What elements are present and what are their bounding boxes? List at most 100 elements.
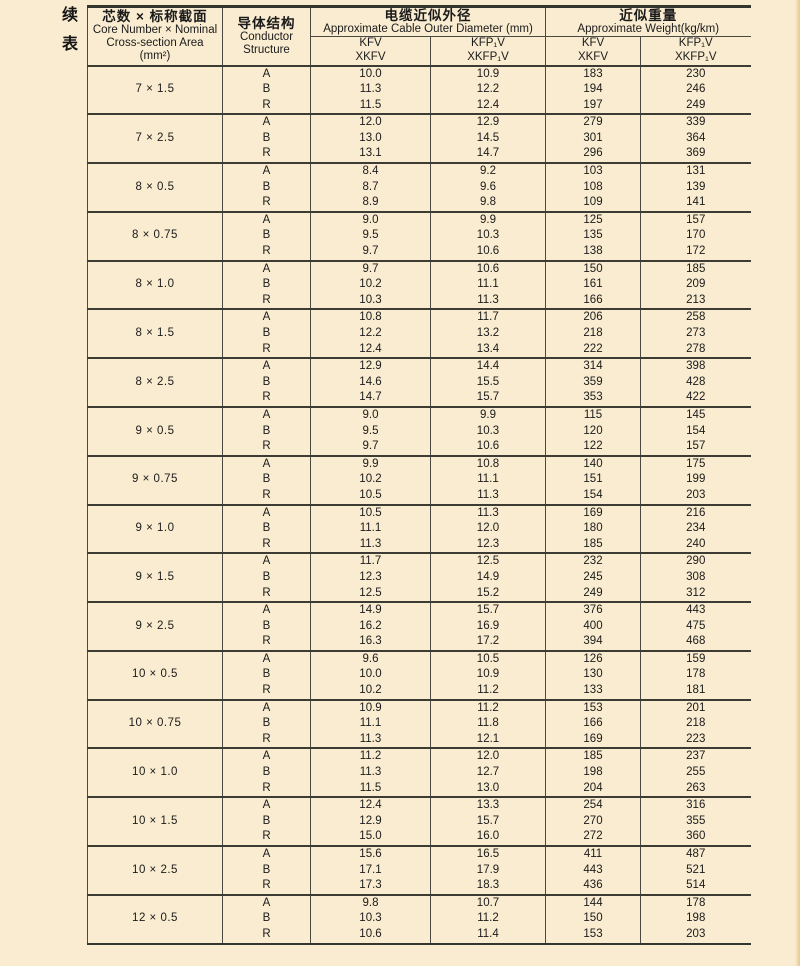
- weight-kfp1v-cell: 230: [640, 64, 751, 83]
- weight-kfp1v-cell: 199: [686, 473, 706, 486]
- header-diameter-kfp1v: KFP₁V XKFP₁V: [430, 36, 546, 67]
- table-row: 10 × 1.0 A 11.2 12.0 185 237: [87, 747, 751, 798]
- diameter-kfp1v-cell: 12.5: [430, 552, 546, 570]
- weight-kfv-cell: 197: [545, 97, 641, 115]
- conductor-structure-cell: A: [222, 454, 311, 473]
- weight-kfv-cell: 185: [545, 747, 641, 766]
- table-row: B 8.7 9.6 108 139: [88, 179, 751, 196]
- diameter-kfp1v-cell: 10.8: [430, 454, 546, 473]
- weight-kfp1v-cell: 514: [686, 879, 706, 892]
- weight-kfv-cell: 185: [545, 536, 641, 554]
- conductor-structure-cell: B: [222, 374, 311, 391]
- diameter-kfp1v-cell: 12.0: [430, 747, 546, 766]
- header-conductor-en-line1: Conductor: [239, 30, 294, 43]
- table-row: R 12.4 13.4 222 278: [88, 341, 751, 359]
- conductor-structure-cell: B: [222, 813, 311, 830]
- core-size-cell: 9 × 1.5: [87, 552, 223, 603]
- diameter-kfv-cell: 8.7: [310, 179, 431, 196]
- cable-spec-table: 芯数 × 标称截面 Core Number × Nominal Cross-se…: [87, 5, 751, 945]
- weight-kfv-cell: 198: [545, 765, 641, 781]
- weight-kfv-cell: 279: [545, 113, 641, 131]
- weight-kfv-cell: 296: [545, 146, 641, 164]
- weight-kfv-cell: 400: [545, 618, 641, 635]
- weight-kfv-cell: 245: [545, 569, 641, 586]
- diameter-kfp1v-cell: 9.9: [430, 405, 546, 424]
- weight-kfp1v-cell: 240: [686, 537, 706, 550]
- continued-table-label: 续表: [59, 6, 76, 64]
- diameter-kfv-cell: 9.6: [310, 649, 431, 668]
- conductor-structure-cell: R: [222, 780, 311, 798]
- weight-kfp1v-cell: 131: [640, 162, 751, 180]
- header-core-zh: 芯数 × 标称截面: [102, 9, 208, 25]
- diameter-kfp1v-cell: 17.2: [430, 634, 546, 651]
- core-size-cell: 8 × 1.0: [87, 259, 223, 310]
- diameter-kfp1v-cell: 16.5: [430, 845, 546, 863]
- diameter-kfv-cell: 9.9: [310, 454, 431, 473]
- conductor-structure-cell: B: [222, 618, 311, 635]
- conductor-structure-cell: R: [222, 585, 311, 603]
- diameter-kfv-cell: 12.3: [310, 569, 431, 586]
- header-core-en-line1: Core Number × Nominal: [92, 24, 218, 37]
- diameter-kfp1v-cell: 10.3: [430, 423, 546, 440]
- weight-kfv-cell: 153: [545, 926, 641, 944]
- diameter-kfv-cell: 10.8: [310, 308, 431, 326]
- diameter-kfp1v-cell: 11.2: [430, 911, 546, 927]
- weight-kfv-cell: 125: [545, 210, 641, 229]
- diameter-kfp1v-cell: 12.9: [430, 113, 546, 131]
- diameter-kfp1v-cell: 11.3: [430, 503, 546, 522]
- table-row: 9 × 2.5 A 14.9 15.7 376 443: [87, 601, 751, 651]
- diameter-kfv-cell: 12.4: [310, 341, 431, 359]
- table-row: B 12.2 13.2 218 273: [88, 326, 751, 342]
- header-core-en-line2: Cross-section Area: [106, 37, 204, 50]
- header-weight-kfv: KFV XKFV: [545, 36, 641, 67]
- diameter-kfp1v-cell: 15.7: [430, 601, 546, 619]
- diameter-kfv-cell: 11.1: [310, 521, 431, 537]
- table-row: B 10.3 11.2 150 198: [88, 911, 751, 927]
- diameter-kfv-cell: 8.4: [310, 162, 431, 180]
- conductor-structure-cell: A: [222, 308, 311, 326]
- weight-kfp1v-cell: 290: [640, 552, 751, 570]
- diameter-kfp1v-cell: 11.7: [430, 308, 546, 326]
- weight-kfv-cell: 138: [545, 244, 641, 261]
- core-size-cell: 9 × 1.0: [87, 503, 223, 554]
- diameter-kfv-cell: 10.0: [310, 667, 431, 684]
- conductor-structure-cell: B: [222, 277, 311, 293]
- weight-kfv-cell: 301: [545, 130, 641, 147]
- weight-kfp1v-cell: 278: [686, 342, 706, 355]
- weight-kfv-cell: 249: [545, 585, 641, 603]
- diameter-kfv-cell: 12.5: [310, 585, 431, 603]
- table-row: R 14.7 15.7 353 422: [88, 390, 751, 407]
- weight-kfp1v-cell: 422: [686, 391, 706, 404]
- weight-kfv-cell: 411: [545, 845, 641, 863]
- header-core-section: 芯数 × 标称截面 Core Number × Nominal Cross-se…: [87, 6, 223, 67]
- diameter-kfv-cell: 9.5: [310, 228, 431, 245]
- header-weight-en: Approximate Weight(kg/km): [577, 23, 720, 35]
- diameter-kfv-cell: 10.5: [310, 503, 431, 522]
- weight-kfp1v-cell: 263: [686, 781, 706, 794]
- weight-kfp1v-cell: 216: [640, 503, 751, 522]
- diameter-kfv-cell: 15.0: [310, 829, 431, 846]
- diameter-kfv-cell: 14.9: [310, 601, 431, 619]
- conductor-structure-cell: R: [222, 390, 311, 407]
- table-row: B 9.5 10.3 120 154: [88, 423, 751, 440]
- diameter-kfv-cell: 10.2: [310, 277, 431, 293]
- diameter-kfv-cell: 11.3: [310, 731, 431, 749]
- diameter-kfv-cell: 9.0: [310, 210, 431, 229]
- table-row: R 17.3 18.3 436 514: [88, 878, 751, 895]
- diameter-kfv-cell: 9.5: [310, 423, 431, 440]
- core-size-cell: 12 × 0.5: [87, 893, 223, 944]
- diameter-kfp1v-cell: 16.9: [430, 618, 546, 635]
- conductor-structure-cell: B: [222, 667, 311, 684]
- conductor-structure-cell: A: [222, 845, 311, 863]
- conductor-structure-cell: A: [222, 893, 311, 912]
- diameter-kfv-cell: 12.2: [310, 326, 431, 342]
- weight-kfp1v-cell: 175: [640, 454, 751, 473]
- weight-kfp1v-cell: 234: [686, 522, 706, 535]
- conductor-structure-cell: A: [222, 64, 311, 83]
- diameter-kfv-cell: 13.0: [310, 130, 431, 147]
- weight-kfp1v-cell: 443: [640, 601, 751, 619]
- conductor-structure-cell: B: [222, 179, 311, 196]
- core-size-cell: 10 × 0.5: [87, 649, 223, 700]
- diameter-kfp1v-cell: 10.6: [430, 439, 546, 456]
- weight-kfp1v-cell: 201: [640, 698, 751, 717]
